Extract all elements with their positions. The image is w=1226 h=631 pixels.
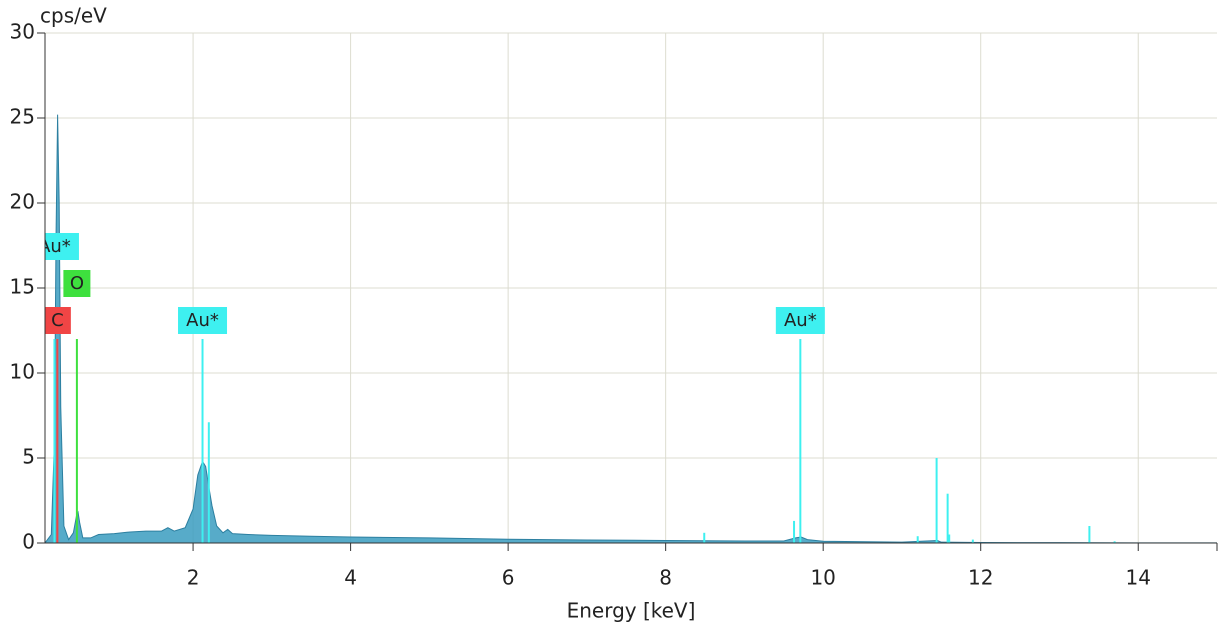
x-tick-label: 4 <box>344 566 357 590</box>
y-tick-label: 5 <box>22 445 35 469</box>
x-axis-label: Energy [keV] <box>567 599 696 623</box>
element-label-box <box>178 307 228 334</box>
element-label: O <box>70 273 84 294</box>
x-tick-label: 12 <box>968 566 993 590</box>
y-tick-label: 15 <box>10 275 35 299</box>
x-tick-label: 6 <box>502 566 515 590</box>
y-tick-label: 0 <box>22 530 35 554</box>
y-tick-label: 30 <box>10 20 35 44</box>
element-label-box <box>45 307 71 334</box>
element-label: Au* <box>38 236 71 257</box>
y-tick-label: 10 <box>10 360 35 384</box>
spectrum-area <box>45 114 1217 544</box>
element-label-box <box>775 307 825 334</box>
y-tick-label: 25 <box>10 105 35 129</box>
element-label-box <box>63 270 91 297</box>
element-label-box <box>45 233 79 260</box>
x-tick-label: 8 <box>659 566 672 590</box>
element-label: Au* <box>186 310 219 331</box>
x-tick-label: 14 <box>1126 566 1151 590</box>
x-tick-label: 2 <box>187 566 200 590</box>
x-tick-label: 10 <box>810 566 835 590</box>
element-label: Au* <box>784 310 817 331</box>
y-tick-label: 20 <box>10 190 35 214</box>
element-label: C <box>51 310 64 331</box>
plot-area: CO Au* Au* Au* <box>38 114 1217 544</box>
y-axis-label: cps/eV <box>40 4 107 28</box>
